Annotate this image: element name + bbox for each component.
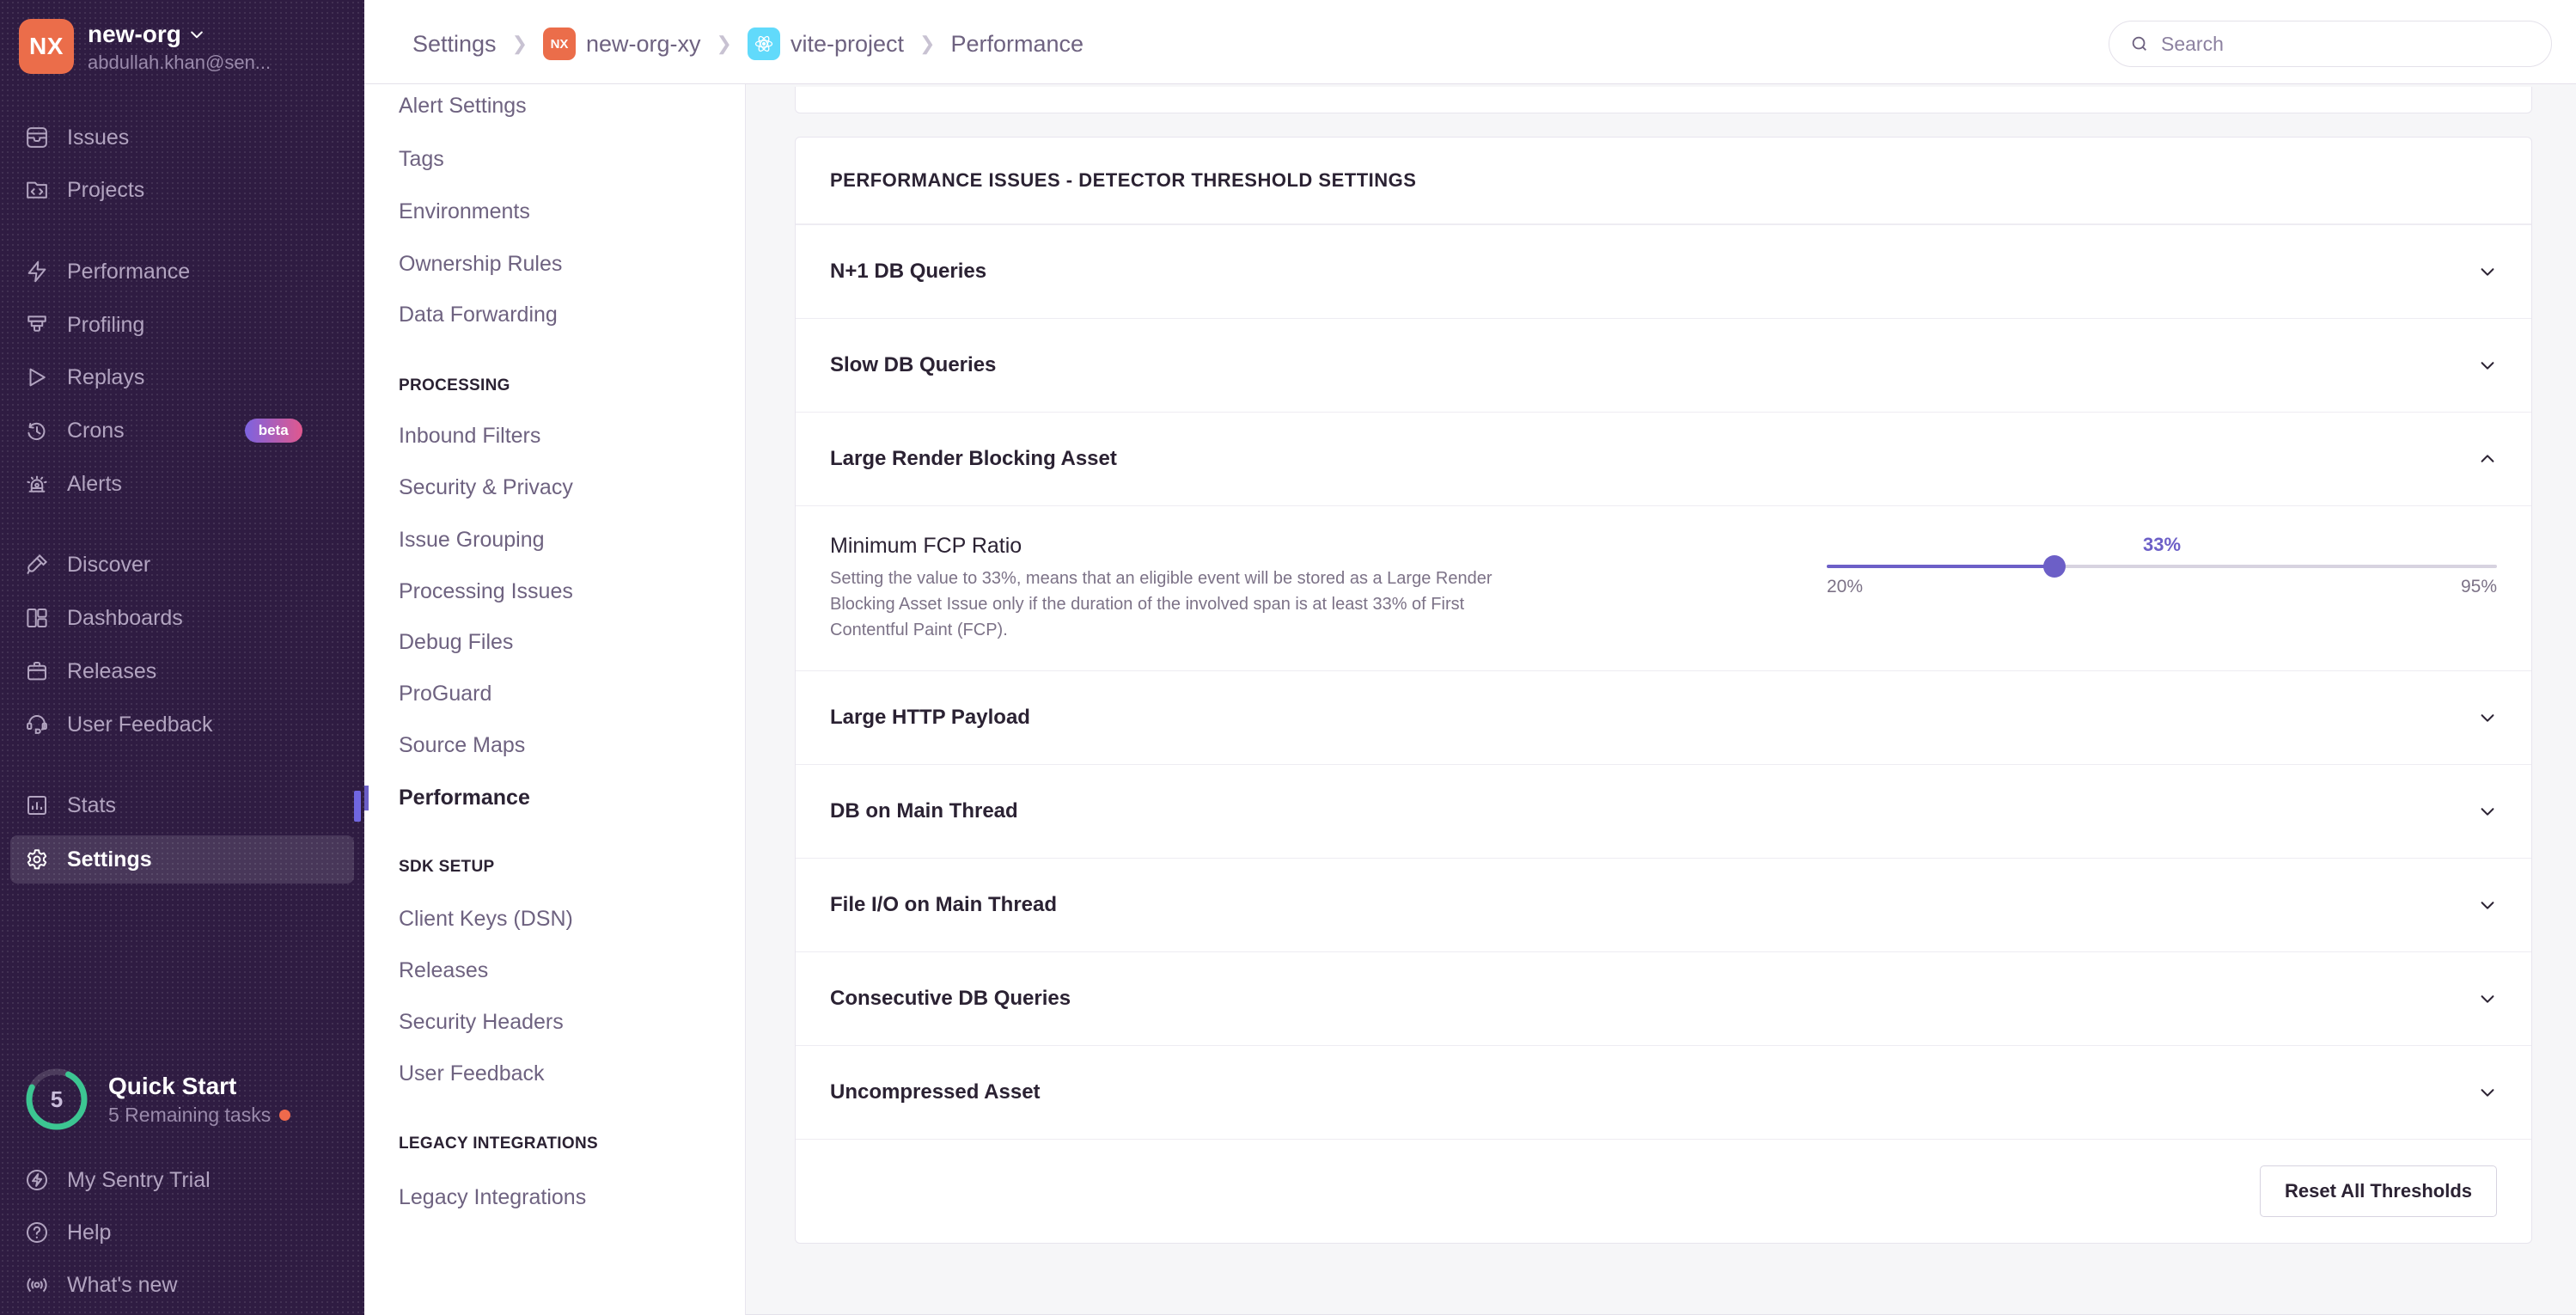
svg-text:5: 5 [51,1086,63,1112]
